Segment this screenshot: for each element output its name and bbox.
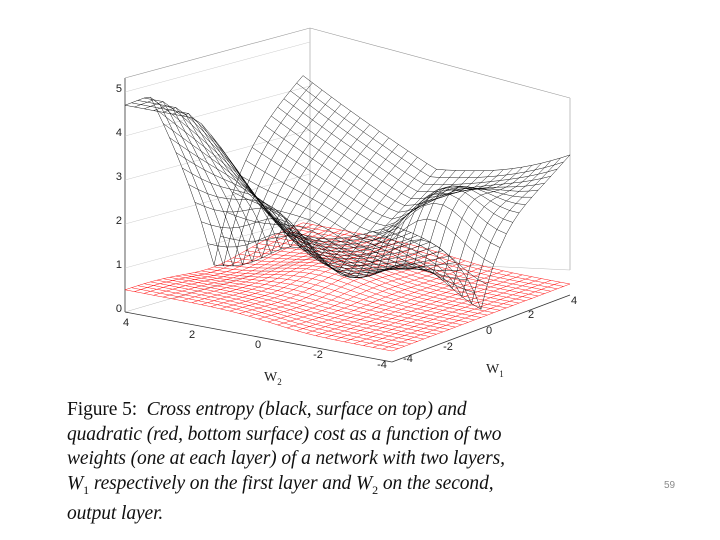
caption-line: respectively on the first layer and — [93, 472, 352, 494]
w2-tick: -2 — [313, 349, 323, 361]
w1-tick: -4 — [403, 353, 413, 365]
w2-tick: 4 — [123, 317, 129, 329]
w2-axis-ticks: 4 2 0 -2 -4 — [123, 317, 387, 371]
w2-tick: -4 — [377, 359, 387, 371]
z-axis-ticks: 0 1 2 3 4 5 — [116, 83, 122, 315]
z-tick: 0 — [116, 303, 122, 315]
caption-symbol-w2-sub: 2 — [372, 482, 379, 497]
w1-tick: 2 — [528, 309, 534, 321]
figure-3d-surface-plot: 0 1 2 3 4 5 4 2 0 -2 -4 -4 -2 0 2 4 W2 W… — [116, 27, 577, 387]
caption-line: weights (one at each layer) of a network… — [67, 448, 505, 469]
w1-tick: 4 — [571, 295, 577, 307]
caption-label: Figure 5: — [67, 399, 138, 420]
w2-axis-label: W2 — [264, 370, 282, 387]
z-tick: 5 — [116, 83, 122, 95]
axes-box — [124, 27, 571, 363]
z-tick: 3 — [116, 171, 122, 183]
caption-line: on the second, — [382, 472, 494, 494]
caption-line: Cross entropy (black, surface on top) an… — [146, 399, 467, 420]
figure-caption: Figure 5: Cross entropy (black, surface … — [67, 398, 627, 526]
w1-axis-ticks: -4 -2 0 2 4 — [403, 295, 577, 365]
cross-entropy-surface — [124, 75, 571, 311]
w1-tick: 0 — [486, 325, 492, 337]
page-number: 59 — [664, 480, 676, 491]
caption-symbol-w1-sub: 1 — [83, 482, 90, 497]
w2-tick: 0 — [255, 339, 261, 351]
caption-symbol-w2: W — [355, 472, 373, 494]
z-tick: 2 — [116, 215, 122, 227]
caption-line: quadratic (red, bottom surface) cost as … — [67, 423, 502, 445]
caption-symbol-w1: W — [67, 472, 84, 494]
caption-line: output layer. — [67, 502, 164, 524]
w1-tick: -2 — [443, 341, 453, 353]
background-gridlines — [124, 41, 311, 269]
z-tick: 1 — [116, 259, 122, 271]
w1-axis-label: W1 — [486, 362, 504, 379]
z-tick: 4 — [116, 127, 122, 139]
w2-tick: 2 — [189, 329, 195, 341]
